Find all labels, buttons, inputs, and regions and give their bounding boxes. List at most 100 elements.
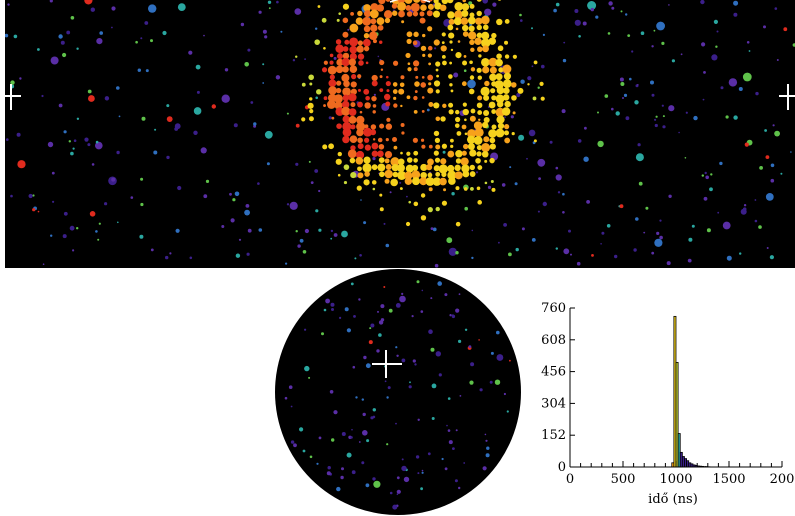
barrel-hit xyxy=(619,77,624,82)
ring-hit xyxy=(454,10,463,20)
endcap-hit xyxy=(330,302,335,307)
endcap-hit xyxy=(452,447,455,450)
endcap-hit xyxy=(387,386,391,390)
barrel-hit xyxy=(68,140,71,143)
barrel-hit xyxy=(629,77,632,81)
ring-hit xyxy=(348,115,357,124)
ring-hit xyxy=(469,164,475,171)
barrel-hit xyxy=(72,249,75,252)
barrel-hit xyxy=(504,116,506,118)
barrel-hit xyxy=(668,4,670,6)
ring-hit xyxy=(309,97,313,101)
ring-hit xyxy=(350,81,357,88)
barrel-hit xyxy=(63,130,67,134)
barrel-hit xyxy=(377,55,380,58)
ring-hit xyxy=(414,81,420,87)
barrel-hit xyxy=(520,79,525,84)
ring-hit xyxy=(350,102,356,108)
ring-hit xyxy=(327,100,336,109)
ring-hit xyxy=(489,157,495,164)
ring-hit xyxy=(476,102,483,109)
barrel-hit xyxy=(503,223,507,227)
barrel-hit xyxy=(615,111,620,116)
ring-hit xyxy=(482,66,490,74)
ring-hit xyxy=(385,101,391,107)
ring-hit xyxy=(362,38,371,47)
endcap-hit xyxy=(293,443,297,448)
endcap-hit xyxy=(346,452,352,458)
ring-hit xyxy=(392,89,398,94)
endcap-hit xyxy=(339,316,342,319)
barrel-hit xyxy=(221,94,230,103)
barrel-hit xyxy=(492,2,497,7)
y-tick-label: 456 xyxy=(541,365,566,380)
endcap-hit xyxy=(470,362,475,367)
ring-hit xyxy=(433,130,440,137)
barrel-hit xyxy=(268,7,271,10)
barrel-hit xyxy=(188,50,193,55)
ring-hit xyxy=(405,52,411,59)
barrel-hit xyxy=(315,209,319,213)
barrel-hit xyxy=(650,80,654,85)
ring-hit xyxy=(483,116,490,123)
barrel-hit xyxy=(196,90,200,94)
ring-hit xyxy=(391,164,399,172)
barrel-hit xyxy=(203,194,208,199)
ring-hit xyxy=(380,68,384,71)
ring-hit xyxy=(427,53,432,58)
ring-hit xyxy=(344,39,350,45)
ring-hit xyxy=(364,124,369,129)
ring-hit xyxy=(370,24,378,32)
barrel-hit xyxy=(531,27,533,30)
ring-hit xyxy=(419,177,428,186)
y-tick-label: 304 xyxy=(541,396,566,411)
barrel-hit xyxy=(656,231,660,235)
ring-hit xyxy=(392,60,399,66)
ring-hit xyxy=(350,11,354,16)
ring-hit xyxy=(329,74,335,80)
barrel-hit xyxy=(562,192,565,196)
barrel-event-display xyxy=(5,0,795,268)
endcap-hit xyxy=(506,410,509,413)
ring-hit xyxy=(421,96,425,99)
ring-hit xyxy=(362,163,372,173)
ring-hit xyxy=(455,52,462,59)
barrel-hit xyxy=(266,162,270,166)
ring-hit xyxy=(497,45,504,52)
barrel-hit xyxy=(76,47,79,50)
barrel-hit xyxy=(770,163,775,168)
barrel-hit xyxy=(51,171,55,175)
endcap-hit xyxy=(378,333,382,337)
barrel-hit xyxy=(70,15,75,20)
barrel-hit xyxy=(37,48,40,51)
ring-hit xyxy=(504,100,511,108)
ring-hit xyxy=(476,151,482,157)
barrel-hit xyxy=(292,59,296,62)
ring-hit xyxy=(301,82,306,87)
barrel-hit xyxy=(688,237,693,242)
barrel-hit xyxy=(758,225,762,229)
barrel-hit xyxy=(73,139,77,142)
ring-hit xyxy=(476,10,482,17)
ring-hit xyxy=(335,65,344,74)
barrel-hit xyxy=(518,134,525,141)
barrel-hit xyxy=(448,247,457,256)
ring-hit xyxy=(435,68,439,72)
endcap-hit xyxy=(455,429,458,432)
ring-hit xyxy=(533,60,538,65)
barrel-hit xyxy=(654,123,658,128)
barrel-hit xyxy=(42,263,45,266)
barrel-hit xyxy=(52,200,55,203)
ring-hit xyxy=(420,163,428,172)
endcap-hit xyxy=(395,346,398,349)
ring-hit xyxy=(342,94,350,102)
barrel-hit xyxy=(501,183,506,187)
barrel-hit xyxy=(561,109,566,114)
endcap-hit xyxy=(370,323,375,328)
endcap-hit xyxy=(503,392,506,396)
barrel-hit xyxy=(264,130,273,139)
ring-hit xyxy=(321,67,328,73)
barrel-hit xyxy=(614,254,618,259)
endcap-hit xyxy=(380,304,385,309)
barrel-hit xyxy=(570,253,572,256)
